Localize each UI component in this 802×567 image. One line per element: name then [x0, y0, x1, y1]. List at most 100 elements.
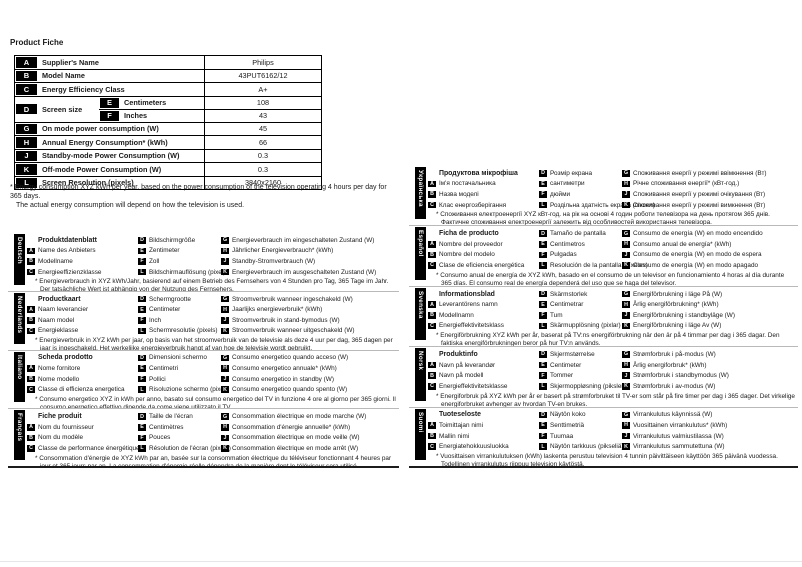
spec-label: Nombre del modelo: [439, 251, 495, 259]
spec-label: Toimittajan nimi: [439, 421, 484, 429]
spec-row-j: J Energiförbrukning i standbyläge (W): [622, 310, 798, 321]
section-title: Scheda prodotto: [38, 354, 93, 362]
spec-label: Tamaño de pantalla: [550, 230, 606, 238]
section-content: Productkaart A Naam leverancier B Naam model…: [27, 292, 399, 350]
spec-row-f: F Tuumaa: [539, 431, 622, 442]
key-badge-g: G: [221, 354, 229, 362]
spec-label: Skärmstorlek: [550, 290, 588, 298]
spec-row-e: E Centimeter: [539, 360, 622, 371]
key-badge-c: C: [428, 201, 436, 209]
key-badge-h: H: [16, 137, 37, 148]
key-badge-k: K: [221, 268, 229, 276]
key-badge-b: B: [428, 251, 436, 259]
spec-row-e: E Senttimetriä: [539, 420, 622, 431]
language-bar: Nederlands: [14, 292, 25, 344]
spec-label: Consumo energetico in standby (W): [232, 375, 334, 383]
key-badge-h: H: [622, 180, 630, 188]
spec-label: Inch: [149, 316, 162, 324]
spec-row-c: C Classe de performance énergétique: [27, 443, 140, 454]
lang-section-norsk: Norsk Produktinfo A Navn på leverandør B Navn…: [409, 347, 798, 408]
key-badge-c: C: [428, 322, 436, 330]
section-content: Produktinfo A Navn på leverandør B Navn på m…: [428, 347, 798, 407]
table-row-standby-power: J Standby-mode Power Consumption (W) 0.3: [14, 148, 322, 163]
spec-row-d: D Schermgrootte: [138, 294, 221, 305]
language-name: Français: [16, 413, 23, 442]
key-badge-c: C: [16, 84, 37, 95]
key-badge-g: G: [16, 123, 37, 134]
spec-label: Клас енергозберігання: [439, 201, 507, 209]
spec-label: Tuumaa: [550, 432, 574, 440]
section-title: Produktdatenblatt: [38, 236, 97, 244]
spec-row-h: H Vuosittainen virrankulutus* (kWh): [622, 420, 798, 431]
spec-label: сантиметри: [550, 180, 585, 188]
section-content: Informationsblad A Leverantörens namn B Mode…: [428, 287, 798, 346]
spec-label: Centimeter: [550, 361, 582, 369]
key-badge-e: E: [138, 365, 146, 372]
key-badge-f: F: [100, 110, 119, 121]
lang-section-nederlands: Nederlands Productkaart A Naam leverancier B…: [8, 292, 399, 351]
spec-row-l: L Bildschirmauflösung (pixel): [138, 267, 225, 278]
lang-section-suomi: Suomi Tuoteseloste A Toimittajan nimi B Malli…: [409, 408, 798, 468]
page-bottom-edge: [0, 561, 802, 562]
spec-label: Розмір екрана: [550, 169, 593, 177]
spec-row-a: A Navn på leverandør: [428, 360, 539, 371]
spec-row-j: J Strømforbruk i standbymodus (W): [622, 370, 798, 381]
spec-label: Nome modello: [38, 375, 80, 383]
spec-label: Назва моделі: [439, 190, 479, 198]
footnote-line-2: The actual energy consumption will depen…: [16, 202, 245, 209]
spec-row-e: E Centimetri: [138, 363, 221, 374]
key-badge-f: F: [539, 191, 547, 198]
row-label: Screen size: [42, 104, 83, 114]
spec-row-f: F Pulgadas: [539, 250, 622, 261]
key-badge-l: L: [138, 386, 146, 393]
key-badge-k: K: [221, 386, 229, 393]
section-content: Ficha de producto A Nombre del proveedor B N…: [428, 226, 798, 286]
key-badge-l: L: [539, 201, 547, 209]
spec-row-j: J Consumo energetico in standby (W): [221, 374, 399, 385]
spec-label: Classe di efficienza energetica: [38, 386, 125, 394]
key-badge-a: A: [27, 365, 35, 372]
spec-row-h: H Årlig energiförbrukning* (kWh): [622, 299, 798, 310]
key-badge-a: A: [428, 422, 436, 429]
spec-label: Skärmupplösning (pixlar): [550, 322, 621, 330]
spec-row-d: D Taille de l'écran: [138, 411, 221, 422]
key-badge-e: E: [539, 361, 547, 369]
key-badge-a: A: [428, 301, 436, 308]
key-badge-c: C: [27, 386, 35, 393]
key-badge-j: J: [221, 375, 229, 383]
spec-label: Consumo de energía (W) en modo encendido: [633, 230, 763, 238]
key-badge-h: H: [221, 306, 229, 313]
spec-label: Stroomverbruik wanneer ingeschakeld (W): [232, 295, 353, 303]
spec-label: Energiförbrukning i standbyläge (W): [633, 311, 735, 319]
row-value: 45: [204, 122, 321, 135]
key-badge-h: H: [221, 365, 229, 372]
key-badge-l: L: [138, 268, 146, 276]
spec-row-b: B Navn på modell: [428, 370, 539, 381]
key-badge-a: A: [428, 361, 436, 369]
key-badge-b: B: [27, 258, 35, 265]
key-badge-d: D: [138, 413, 146, 420]
spec-row-l: L Résolution de l'écran (pixels): [138, 443, 231, 454]
key-badge-j: J: [622, 432, 630, 440]
spec-row-j: J Споживання енергії у режимі очікування …: [622, 189, 798, 200]
spec-label: Pulgadas: [550, 251, 577, 259]
key-badge-k: K: [622, 262, 630, 269]
spec-row-b: B Modellname: [27, 256, 138, 267]
spec-row-f: F Tum: [539, 310, 622, 321]
spec-label: Роздільна здатність екрана (піксел): [550, 201, 655, 209]
section-content: Produktdatenblatt A Name des Anbieters B Mod…: [27, 233, 399, 291]
spec-label: Centimètres: [149, 423, 184, 431]
row-value: 0.3: [204, 163, 321, 176]
spec-row-h: H Jaarlijks energieverbruik* (kWh): [221, 304, 399, 315]
language-bar: Svenska: [415, 287, 426, 341]
spec-label: Centímetros: [550, 240, 585, 248]
key-badge-f: F: [539, 251, 547, 259]
spec-row-d: D Näytön koko: [539, 410, 622, 421]
language-name: Українська: [417, 170, 424, 207]
key-badge-g: G: [221, 413, 229, 420]
spec-label: Споживання енергії у режимі вимкнення (В…: [633, 201, 766, 209]
key-badge-b: B: [27, 434, 35, 442]
spec-row-d: D Bildschirmgröße: [138, 235, 221, 246]
spec-label: Virrankulutus käynnissä (W): [633, 411, 713, 419]
